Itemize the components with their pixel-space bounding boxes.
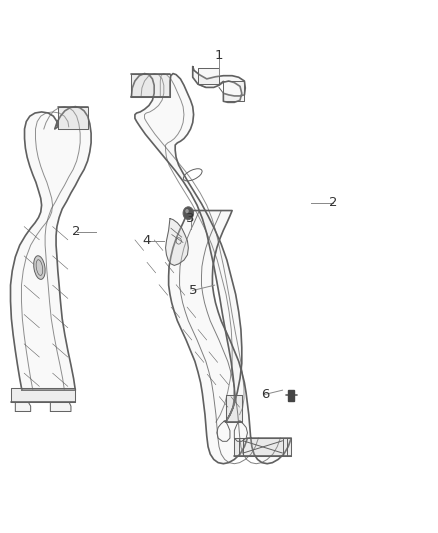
Text: 5: 5: [188, 284, 197, 297]
Text: 4: 4: [142, 235, 151, 247]
Polygon shape: [15, 402, 31, 411]
Text: 2: 2: [72, 225, 81, 238]
Polygon shape: [11, 388, 75, 402]
Circle shape: [183, 207, 194, 220]
Text: 6: 6: [261, 388, 269, 401]
Polygon shape: [169, 211, 291, 464]
Polygon shape: [58, 107, 88, 129]
Polygon shape: [223, 81, 244, 101]
Polygon shape: [193, 67, 245, 102]
Text: 3: 3: [186, 212, 195, 225]
Text: 1: 1: [215, 50, 223, 62]
Polygon shape: [226, 395, 242, 422]
Circle shape: [185, 209, 189, 213]
Polygon shape: [131, 74, 170, 97]
Polygon shape: [50, 402, 71, 411]
Polygon shape: [288, 390, 294, 401]
Polygon shape: [131, 74, 242, 422]
Polygon shape: [234, 438, 291, 456]
Text: 2: 2: [328, 196, 337, 209]
Polygon shape: [11, 107, 91, 390]
Polygon shape: [166, 219, 188, 265]
Polygon shape: [198, 68, 219, 84]
Ellipse shape: [34, 256, 45, 279]
